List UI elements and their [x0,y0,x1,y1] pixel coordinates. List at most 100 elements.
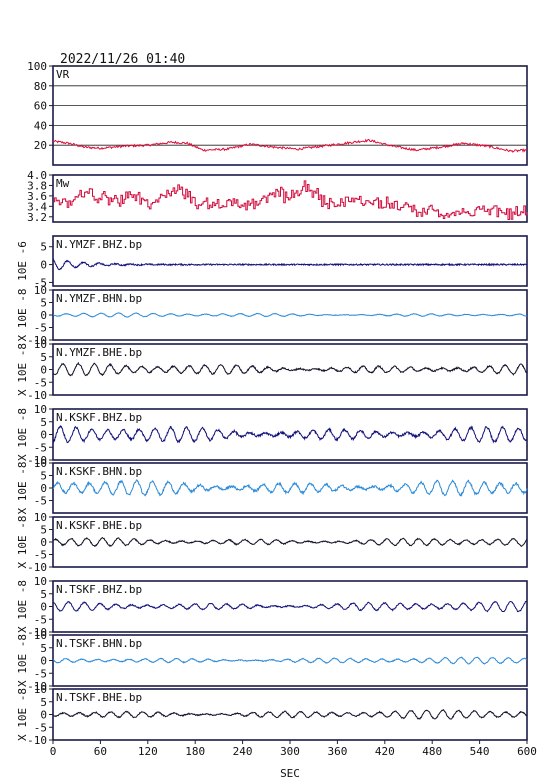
series-line [52,361,528,377]
y-tick-label: 10 [34,284,47,297]
y-tick-label: -5 [34,667,47,680]
header-datetime: 2022/11/26 01:40 [60,52,185,67]
panel-title: N.KSKF.BHZ.bp [56,411,142,424]
y-tick-label: 0 [40,536,47,549]
y-tick-label: 10 [34,511,47,524]
y-tick-label: 3.6 [27,190,47,203]
y-tick-label: -10 [27,626,47,639]
y-tick-label: 5 [40,588,47,601]
series-line [52,312,528,318]
y-tick-label: -5 [34,322,47,335]
y-tick-label: 0 [40,429,47,442]
series-line [52,258,528,271]
y-tick-label: 60 [34,100,47,113]
y-tick-label: 10 [34,575,47,588]
y-tick-label: -5 [34,376,47,389]
y-tick-label: -5 [34,721,47,734]
x-tick-label: 300 [280,745,300,758]
x-tick-label: 600 [517,745,537,758]
y-tick-label: 0 [40,482,47,495]
panel-frame [52,65,528,166]
y-tick-label: -5 [34,613,47,626]
y-tick-label: 3.2 [27,211,47,224]
x-tick-label: 480 [422,745,442,758]
series-line [52,656,528,665]
x-axis-label: SEC [280,767,300,780]
y-tick-label: 0 [40,601,47,614]
series-line [53,600,528,613]
x-tick-label: 180 [185,745,205,758]
y-axis-label: X 10E -8 [16,516,29,569]
panel-title: N.YMZF.BHE.bp [56,346,142,359]
y-tick-label: 0 [40,709,47,722]
y-tick-label: 10 [34,457,47,470]
y-tick-label: 5 [40,642,47,655]
panel-0: 20 40 60 80 100 VR [27,60,528,166]
y-tick-label: 3.8 [27,179,47,192]
y-tick-label: 0 [40,259,47,272]
y-axis-label: X 10E -8 [16,580,29,633]
y-tick-label: 5 [40,696,47,709]
x-tick-label: 240 [233,745,253,758]
x-tick-label: 420 [375,745,395,758]
y-tick-label: -10 [27,454,47,467]
y-tick-label: 5 [40,351,47,364]
y-tick-label: 10 [34,403,47,416]
x-tick-label: 120 [138,745,158,758]
y-tick-label: -10 [27,561,47,574]
y-axis-label: X 10E -8 [16,462,29,515]
y-tick-label: -10 [27,389,47,402]
y-tick-label: 5 [40,297,47,310]
panel-title: N.KSKF.BHE.bp [56,519,142,532]
y-axis-label: X 10E -8 [16,289,29,342]
y-tick-label: -5 [34,549,47,562]
y-tick-label: -5 [34,276,47,289]
panel-frame [52,235,528,287]
x-tick-label: 60 [94,745,107,758]
y-tick-label: 80 [34,80,47,93]
panel-title: N.TSKF.BHZ.bp [56,583,142,596]
x-axis: 0 60 120 180 240 300 360 420 480 540 600 [50,740,537,758]
y-tick-label: 20 [34,139,47,152]
y-tick-label: 100 [27,60,47,73]
y-tick-label: 3.4 [27,200,47,213]
y-tick-label: 40 [34,119,47,132]
x-tick-label: 0 [50,745,57,758]
y-tick-label: 4.0 [27,169,47,182]
y-axis-label: X 10E -8 [16,634,29,687]
y-tick-label: -5 [34,495,47,508]
y-tick-label: -10 [27,680,47,693]
series-line [52,425,528,444]
y-axis-label: X 10E -8 [16,688,29,741]
panel-title: N.TSKF.BHE.bp [56,691,142,704]
y-tick-label: -10 [27,734,47,747]
y-axis-label: X 10E -8 [16,408,29,461]
series-line [52,138,528,153]
y-tick-label: 5 [40,416,47,429]
y-tick-label: 5 [40,241,47,254]
y-tick-label: 5 [40,524,47,537]
y-axis-label: 10E -6 [16,241,29,281]
x-tick-label: 540 [470,745,490,758]
series-line [53,537,528,548]
y-tick-label: 0 [40,655,47,668]
panel-1: 3.23.43.63.84.0 Mw [27,169,528,224]
panel-2: -5 0 5 10E -6 N.YMZF.BHZ.bp [16,235,528,289]
y-tick-label: 0 [40,309,47,322]
x-tick-label: 360 [327,745,347,758]
panel-title: N.TSKF.BHN.bp [56,637,142,650]
series-line [52,708,528,720]
panel-title: VR [56,68,70,81]
y-tick-label: -10 [27,334,47,347]
y-tick-label: 10 [34,338,47,351]
